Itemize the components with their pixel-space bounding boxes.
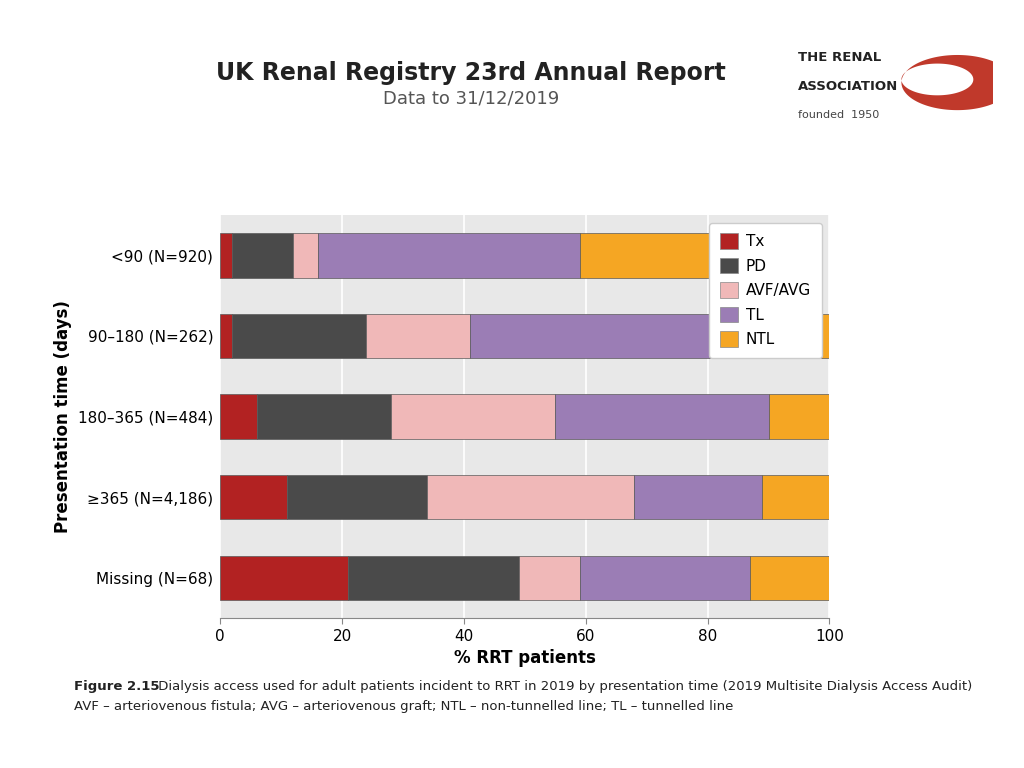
Bar xyxy=(232,233,293,277)
Bar xyxy=(427,475,635,519)
Bar xyxy=(519,556,580,600)
Bar xyxy=(470,314,744,358)
Bar xyxy=(580,556,751,600)
Bar xyxy=(768,395,829,439)
Text: Dialysis access used for adult patients incident to RRT in 2019 by presentation : Dialysis access used for adult patients … xyxy=(154,680,972,693)
Bar xyxy=(580,233,744,277)
Text: UK Renal Registry 23rd Annual Report: UK Renal Registry 23rd Annual Report xyxy=(216,61,726,85)
Text: Data to 31/12/2019: Data to 31/12/2019 xyxy=(383,89,559,108)
Bar xyxy=(763,475,829,519)
Bar xyxy=(348,556,519,600)
Bar xyxy=(391,395,555,439)
X-axis label: % RRT patients: % RRT patients xyxy=(454,649,596,667)
Text: THE RENAL: THE RENAL xyxy=(798,51,881,65)
Bar xyxy=(232,314,367,358)
Bar xyxy=(367,314,470,358)
Bar xyxy=(751,556,829,600)
Bar xyxy=(635,475,763,519)
Y-axis label: Presentation time (days): Presentation time (days) xyxy=(54,300,73,533)
Bar xyxy=(220,475,287,519)
PathPatch shape xyxy=(901,55,1014,110)
Bar xyxy=(220,556,348,600)
Bar xyxy=(220,314,232,358)
Text: Figure 2.15: Figure 2.15 xyxy=(74,680,159,693)
Bar xyxy=(257,395,391,439)
Bar xyxy=(220,395,257,439)
Bar xyxy=(220,233,232,277)
Bar xyxy=(317,233,580,277)
Legend: Tx, PD, AVF/AVG, TL, NTL: Tx, PD, AVF/AVG, TL, NTL xyxy=(710,223,822,358)
Bar xyxy=(287,475,427,519)
Text: founded  1950: founded 1950 xyxy=(798,110,879,120)
Text: ASSOCIATION: ASSOCIATION xyxy=(798,81,898,94)
Text: AVF – arteriovenous fistula; AVG – arteriovenous graft; NTL – non-tunnelled line: AVF – arteriovenous fistula; AVG – arter… xyxy=(74,700,733,713)
Bar xyxy=(555,395,768,439)
Bar xyxy=(744,314,829,358)
Bar xyxy=(293,233,317,277)
